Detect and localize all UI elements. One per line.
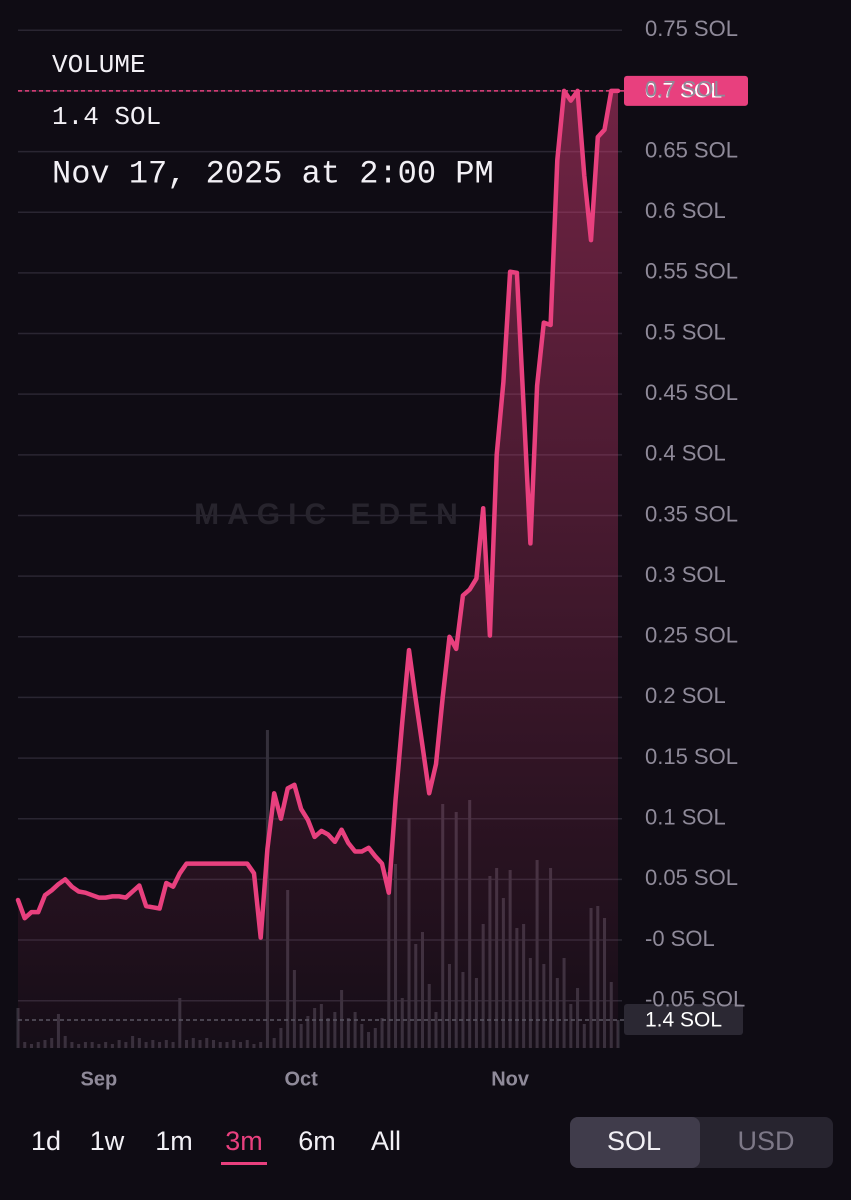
- plot: 0.7 SOL 1.4 SOL: [15, 75, 748, 1048]
- range-tab[interactable]: 1d: [31, 1126, 61, 1156]
- hover-volume-label: 1.4 SOL: [645, 1009, 722, 1032]
- price-area: [18, 90, 618, 1048]
- y-tick-label: 0.05 SOL: [645, 865, 738, 890]
- range-tabs: 1d 1w 1m 3m 6m All: [31, 1126, 401, 1165]
- y-tick-label: 0.45 SOL: [645, 380, 738, 405]
- y-tick-label: 0.5 SOL: [645, 319, 726, 344]
- watermark: MAGIC EDEN: [194, 498, 466, 531]
- range-tab[interactable]: 3m: [225, 1126, 263, 1156]
- x-tick-label: Sep: [81, 1068, 118, 1090]
- price-line: [15, 88, 621, 940]
- y-tick-label: 0.55 SOL: [645, 259, 738, 284]
- y-tick-label: 0.25 SOL: [645, 623, 738, 648]
- y-tick-label: 0.4 SOL: [645, 441, 726, 466]
- y-tick-label: 0.6 SOL: [645, 198, 726, 223]
- y-tick-label: 0.7 SOL: [645, 77, 726, 102]
- currency-option[interactable]: USD: [737, 1126, 794, 1156]
- range-tab[interactable]: 1m: [155, 1126, 193, 1156]
- hover-date: Nov 17, 2025 at 2:00 PM: [52, 155, 494, 192]
- currency-selected: [570, 1117, 700, 1168]
- range-tab[interactable]: 1w: [90, 1126, 125, 1156]
- hover-price-box: [624, 75, 748, 106]
- range-tab[interactable]: 6m: [298, 1126, 336, 1156]
- y-tick-label: -0.05 SOL: [645, 987, 745, 1012]
- y-tick-label: 0.2 SOL: [645, 683, 726, 708]
- range-underline: [221, 1162, 267, 1165]
- y-tick-label: 0.75 SOL: [645, 16, 738, 41]
- metric-label: VOLUME: [52, 50, 146, 80]
- y-tick-label: 0.1 SOL: [645, 805, 726, 830]
- x-tick-label: Oct: [284, 1068, 318, 1090]
- y-tick-label: 0.15 SOL: [645, 744, 738, 769]
- currency-option[interactable]: SOL: [607, 1126, 661, 1156]
- y-tick-label: 0.65 SOL: [645, 137, 738, 162]
- hover-price-label: 0.7 SOL: [645, 79, 722, 102]
- hover-volume-box: [624, 1004, 743, 1035]
- y-tick-label: -0 SOL: [645, 926, 715, 951]
- y-tick-label: 0.35 SOL: [645, 501, 738, 526]
- metric-value: 1.4 SOL: [52, 102, 161, 132]
- y-tick-label: 0.3 SOL: [645, 562, 726, 587]
- range-tab[interactable]: All: [371, 1126, 401, 1156]
- x-tick-label: Nov: [491, 1068, 530, 1090]
